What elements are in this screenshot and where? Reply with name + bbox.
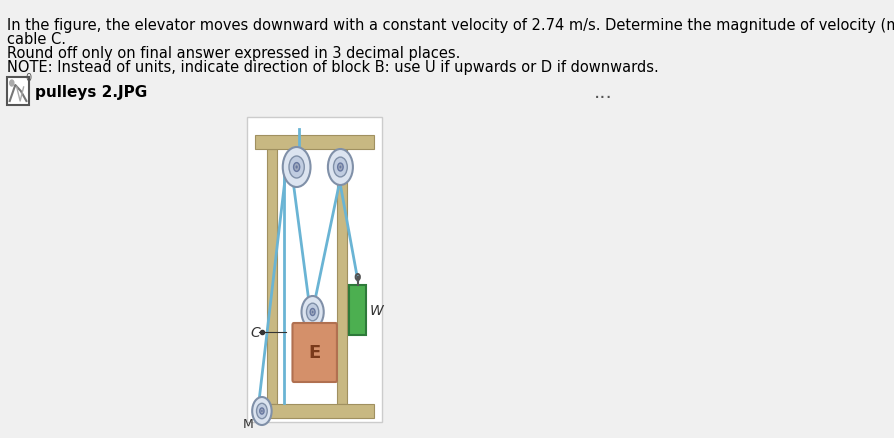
Bar [255,136,374,150]
Bar [349,285,366,335]
Text: cable C.: cable C. [7,32,66,47]
Circle shape [306,304,318,321]
Circle shape [295,166,298,169]
Circle shape [10,81,14,87]
FancyBboxPatch shape [292,323,336,382]
Circle shape [301,297,324,328]
Circle shape [289,157,304,179]
Text: pulleys 2.JPG: pulleys 2.JPG [35,84,147,99]
Text: E: E [308,344,320,362]
Bar [336,150,346,404]
Circle shape [259,408,264,414]
Circle shape [293,163,299,172]
Circle shape [311,311,313,314]
Text: In the figure, the elevator moves downward with a constant velocity of 2.74 m/s.: In the figure, the elevator moves downwa… [7,18,894,33]
Circle shape [339,166,341,169]
Circle shape [283,148,310,187]
Text: M: M [242,417,253,430]
Circle shape [310,309,315,316]
Bar [247,118,382,422]
Circle shape [333,158,347,177]
Text: C: C [250,325,260,339]
Circle shape [337,164,342,172]
Text: ...: ... [594,82,612,101]
Circle shape [252,397,271,425]
Circle shape [261,410,262,412]
Text: NOTE: Instead of units, indicate direction of block B: use U if upwards or D if : NOTE: Instead of units, indicate directi… [7,60,658,75]
Circle shape [257,403,267,419]
Text: Round off only on final answer expressed in 3 decimal places.: Round off only on final answer expressed… [7,46,460,61]
Circle shape [327,150,352,186]
Bar [7,78,30,106]
Text: 0: 0 [25,73,31,83]
Bar [267,150,277,404]
Bar [255,404,374,418]
Text: W: W [369,303,383,317]
